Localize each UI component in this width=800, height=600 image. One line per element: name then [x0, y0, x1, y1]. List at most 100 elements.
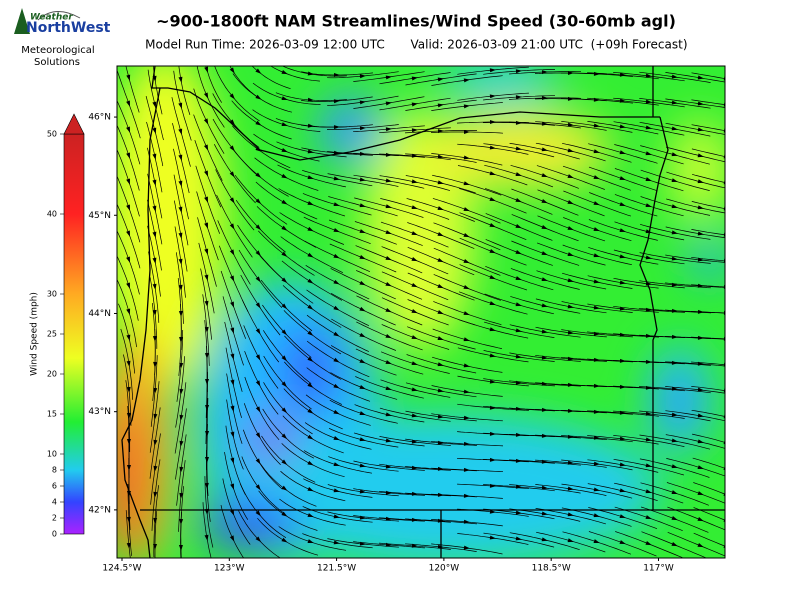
- stream-arrow: [385, 204, 392, 209]
- stream-arrow: [619, 488, 626, 493]
- stream-arrow: [281, 70, 288, 75]
- stream-arrow: [593, 409, 600, 414]
- y-tick-label: 42°N: [88, 505, 111, 515]
- stream-arrow: [307, 149, 314, 154]
- colorbar-tick-label: 4: [52, 498, 57, 507]
- stream-arrow: [230, 509, 235, 516]
- x-tick-label: 124.5°W: [102, 564, 141, 574]
- stream-arrow: [307, 513, 314, 518]
- streamline: [691, 99, 725, 106]
- stream-arrow: [671, 438, 678, 443]
- stream-arrow: [489, 353, 496, 358]
- stream-arrow: [593, 175, 600, 180]
- stream-arrow: [619, 176, 626, 180]
- stream-arrow: [204, 196, 208, 203]
- stream-arrow: [411, 387, 418, 392]
- stream-arrow: [333, 462, 340, 467]
- stream-arrow: [489, 68, 496, 73]
- stream-arrow: [153, 491, 158, 498]
- stream-arrow: [178, 128, 183, 135]
- stream-arrow: [385, 152, 392, 157]
- stream-arrow: [437, 206, 444, 210]
- stream-arrow: [152, 179, 157, 186]
- stream-arrow: [619, 462, 626, 467]
- stream-arrow: [671, 100, 678, 105]
- stream-arrow: [255, 172, 262, 178]
- stream-arrow: [229, 119, 235, 126]
- stream-arrow: [515, 302, 522, 307]
- stream-arrow: [489, 94, 496, 99]
- stream-arrow: [437, 336, 444, 340]
- stream-arrow: [541, 485, 548, 490]
- stream-arrow: [333, 409, 340, 415]
- stream-arrow: [229, 275, 235, 282]
- stream-arrow: [541, 173, 548, 177]
- streamline: [693, 507, 725, 521]
- stream-arrow: [281, 199, 288, 205]
- stream-arrow: [411, 128, 418, 133]
- stream-arrow: [437, 414, 444, 419]
- stream-arrow: [333, 202, 340, 207]
- stream-arrow: [619, 254, 626, 259]
- stream-arrow: [255, 406, 261, 413]
- stream-arrow: [255, 510, 261, 517]
- stream-arrow: [333, 279, 340, 285]
- stream-arrow: [411, 361, 418, 366]
- stream-arrow: [307, 201, 314, 206]
- stream-arrow: [307, 356, 314, 362]
- stream-arrow: [671, 542, 678, 547]
- stream-arrow: [333, 73, 340, 78]
- stream-arrow: [437, 284, 444, 289]
- stream-arrow: [541, 251, 548, 256]
- y-tick-label: 43°N: [88, 407, 111, 417]
- stream-arrow: [126, 516, 131, 523]
- stream-arrow: [463, 207, 470, 212]
- stream-arrow: [515, 510, 522, 515]
- stream-arrow: [385, 516, 392, 521]
- stream-arrow: [229, 93, 235, 100]
- stream-arrow: [359, 126, 366, 131]
- stream-arrow: [463, 389, 470, 394]
- stream-arrow: [515, 354, 522, 359]
- stream-arrow: [203, 144, 209, 151]
- stream-arrow: [697, 387, 704, 392]
- stream-arrow: [333, 514, 340, 519]
- colorbar-tick-label: 10: [47, 450, 57, 459]
- stream-arrow: [463, 337, 470, 342]
- stream-arrow: [463, 467, 470, 472]
- stream-arrow: [463, 519, 470, 524]
- stream-arrow: [697, 127, 704, 132]
- colorbar-tick-label: 20: [47, 370, 57, 379]
- streamline: [692, 433, 725, 443]
- stream-arrow: [671, 386, 678, 391]
- stream-arrow: [645, 125, 652, 130]
- stream-arrow: [463, 104, 470, 109]
- stream-arrow: [333, 99, 340, 104]
- stream-arrow: [230, 405, 235, 412]
- stream-arrow: [593, 201, 600, 206]
- stream-arrow: [515, 172, 522, 176]
- streamline: [691, 201, 725, 209]
- stream-arrow: [567, 330, 574, 335]
- stream-arrow: [255, 276, 261, 283]
- colorbar-tick-label: 2: [52, 514, 57, 523]
- stream-arrow: [515, 95, 522, 100]
- stream-arrow: [153, 439, 158, 446]
- stream-arrow: [645, 151, 652, 156]
- stream-arrow: [619, 150, 626, 155]
- stream-arrow: [567, 538, 574, 543]
- stream-arrow: [437, 232, 444, 237]
- stream-arrow: [126, 152, 130, 159]
- stream-arrow: [411, 231, 418, 236]
- stream-arrow: [567, 200, 574, 205]
- streamline: [691, 229, 725, 236]
- streamline: [691, 72, 725, 79]
- colorbar-tick-label: 6: [52, 482, 57, 491]
- stream-arrow: [126, 100, 131, 107]
- stream-arrow: [463, 259, 470, 264]
- stream-arrow: [204, 170, 209, 177]
- stream-arrow: [541, 225, 548, 230]
- stream-arrow: [385, 101, 392, 106]
- stream-arrow: [593, 305, 600, 310]
